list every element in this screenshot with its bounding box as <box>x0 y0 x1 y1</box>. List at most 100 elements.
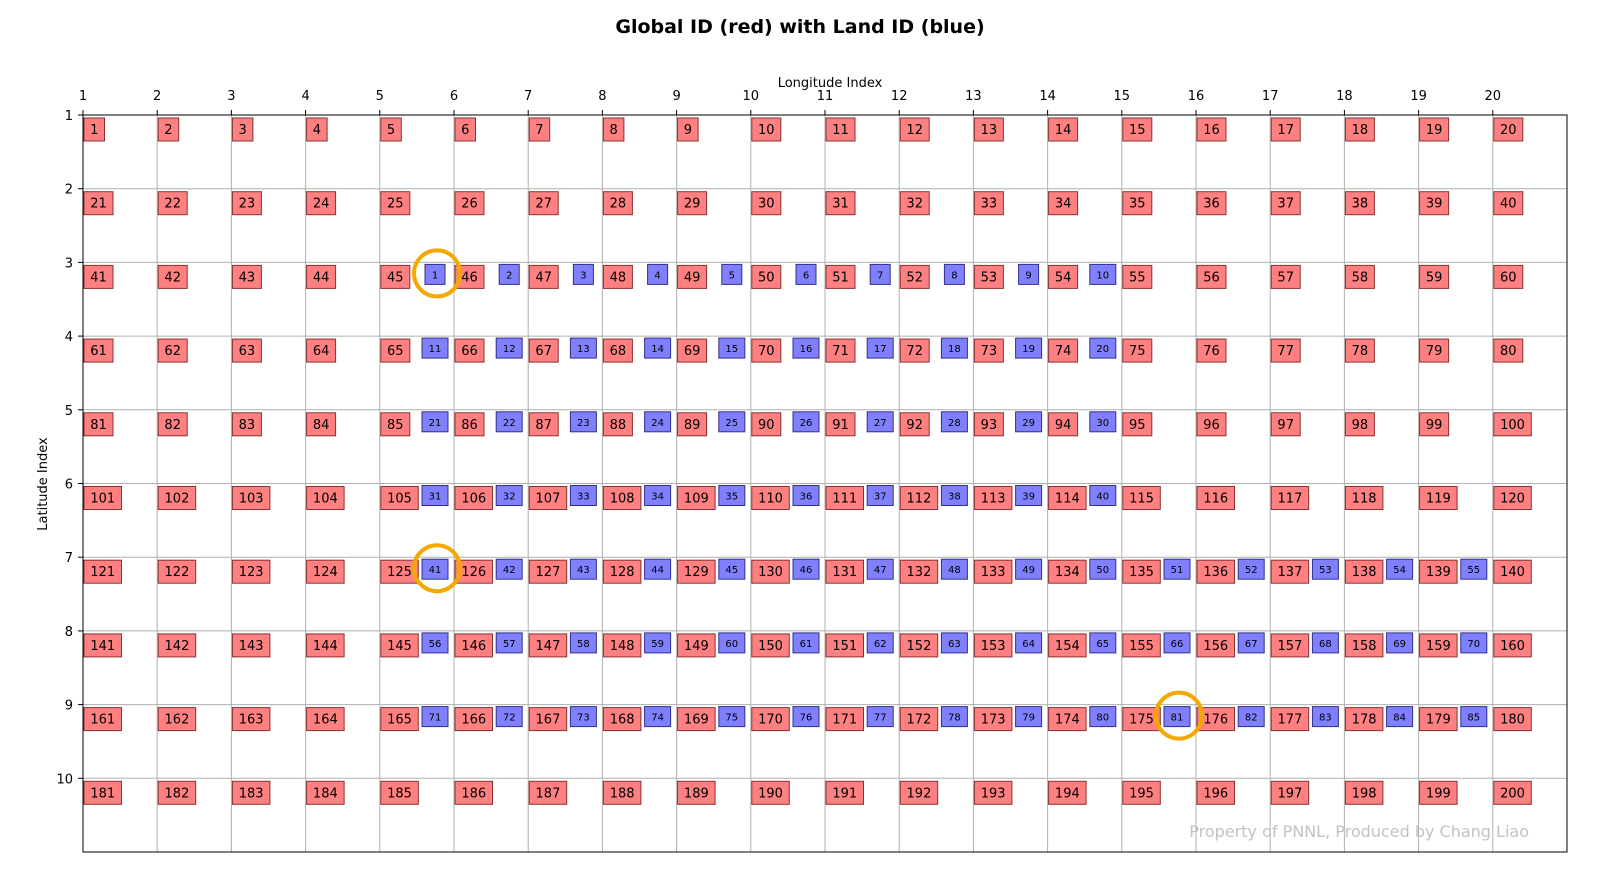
land-id-label: 30 <box>1096 418 1109 429</box>
global-id-label: 195 <box>1129 786 1154 801</box>
global-id-box <box>83 191 114 216</box>
global-id-box <box>1270 780 1310 805</box>
land-id-box <box>1237 558 1265 580</box>
global-id-label: 27 <box>535 197 552 212</box>
global-id-label: 145 <box>387 639 412 654</box>
land-id-box <box>943 263 965 285</box>
global-id-box <box>1419 191 1450 216</box>
land-id-label: 71 <box>429 713 442 724</box>
land-id-label: 73 <box>577 713 590 724</box>
land-id-box <box>495 485 523 506</box>
global-id-label: 114 <box>1055 492 1080 507</box>
land-id-box <box>569 411 597 433</box>
global-id-box <box>602 707 642 732</box>
global-id-box <box>751 780 790 805</box>
global-id-box <box>1196 117 1227 142</box>
global-id-label: 70 <box>758 344 775 359</box>
plot-frame <box>82 114 1568 853</box>
global-id-label: 42 <box>164 270 181 285</box>
global-id-label: 59 <box>1426 270 1443 285</box>
land-id-label: 56 <box>429 639 442 650</box>
global-id-box <box>83 338 114 363</box>
x-tick-label: 18 <box>1336 89 1353 104</box>
global-id-box <box>751 191 782 216</box>
global-id-label: 171 <box>832 713 857 728</box>
global-id-box <box>1344 412 1375 437</box>
land-id-box <box>1386 558 1414 580</box>
global-id-box <box>751 338 782 363</box>
global-id-label: 32 <box>906 197 923 212</box>
global-id-box <box>1048 633 1087 658</box>
global-id-label: 73 <box>981 344 998 359</box>
land-id-box <box>1460 632 1488 654</box>
global-id-box <box>306 264 337 289</box>
global-id-box <box>1493 117 1524 142</box>
global-id-box <box>306 117 328 142</box>
global-id-label: 142 <box>165 639 190 654</box>
global-id-label: 157 <box>1278 639 1303 654</box>
global-id-box <box>528 264 559 289</box>
global-id-label: 7 <box>535 123 543 138</box>
land-id-label: 55 <box>1467 565 1480 576</box>
global-id-box <box>825 486 864 510</box>
land-id-label: 24 <box>651 418 664 429</box>
global-id-box <box>602 191 633 216</box>
global-id-label: 66 <box>461 344 478 359</box>
land-id-label: 53 <box>1319 565 1332 576</box>
land-id-label: 35 <box>725 492 738 503</box>
global-id-box <box>1493 633 1532 658</box>
global-id-box <box>751 559 790 584</box>
global-id-box <box>899 117 930 142</box>
global-id-label: 146 <box>461 639 486 654</box>
land-id-label: 48 <box>948 565 961 576</box>
land-id-label: 68 <box>1319 639 1332 650</box>
x-tick-label: 12 <box>891 89 908 104</box>
global-id-label: 84 <box>313 418 330 433</box>
global-id-label: 79 <box>1426 344 1443 359</box>
land-id-box <box>495 337 523 359</box>
global-id-label: 104 <box>313 492 338 507</box>
global-id-box <box>1270 191 1301 216</box>
land-id-box <box>495 558 523 580</box>
land-id-box <box>644 706 672 728</box>
global-id-box <box>677 486 716 510</box>
global-id-label: 192 <box>907 786 932 801</box>
global-id-label: 12 <box>906 123 923 138</box>
global-id-box <box>231 191 262 216</box>
global-id-box <box>157 486 197 510</box>
land-id-box <box>718 411 746 433</box>
global-id-label: 143 <box>239 639 264 654</box>
land-id-label: 21 <box>429 418 442 429</box>
land-id-label: 17 <box>874 344 887 355</box>
global-id-box <box>528 117 551 142</box>
land-id-box <box>569 485 597 506</box>
global-id-box <box>528 633 568 658</box>
land-id-box <box>569 706 597 728</box>
land-id-label: 80 <box>1096 713 1109 724</box>
global-id-label: 19 <box>1426 123 1443 138</box>
x-tick-label: 10 <box>743 89 760 104</box>
global-id-label: 30 <box>758 197 775 212</box>
global-id-box <box>1122 633 1161 658</box>
global-id-box <box>973 559 1013 584</box>
global-id-label: 52 <box>906 270 923 285</box>
global-id-box <box>454 117 476 142</box>
global-id-label: 194 <box>1055 786 1080 801</box>
global-id-box <box>83 780 122 805</box>
global-id-box <box>973 707 1013 732</box>
global-id-label: 140 <box>1500 565 1525 580</box>
land-id-box <box>569 558 597 580</box>
global-id-box <box>454 338 485 363</box>
global-id-label: 101 <box>90 492 115 507</box>
global-id-box <box>454 707 493 732</box>
global-id-box <box>1419 559 1458 584</box>
chart-title: Global ID (red) with Land ID (blue) <box>615 16 984 38</box>
global-id-label: 58 <box>1352 270 1369 285</box>
global-id-box <box>1270 412 1301 437</box>
land-id-box <box>495 411 523 433</box>
global-id-box <box>157 559 197 584</box>
global-id-box <box>1419 264 1450 289</box>
global-id-label: 150 <box>758 639 783 654</box>
global-id-label: 118 <box>1352 492 1377 507</box>
x-tick-label: 7 <box>524 89 532 104</box>
